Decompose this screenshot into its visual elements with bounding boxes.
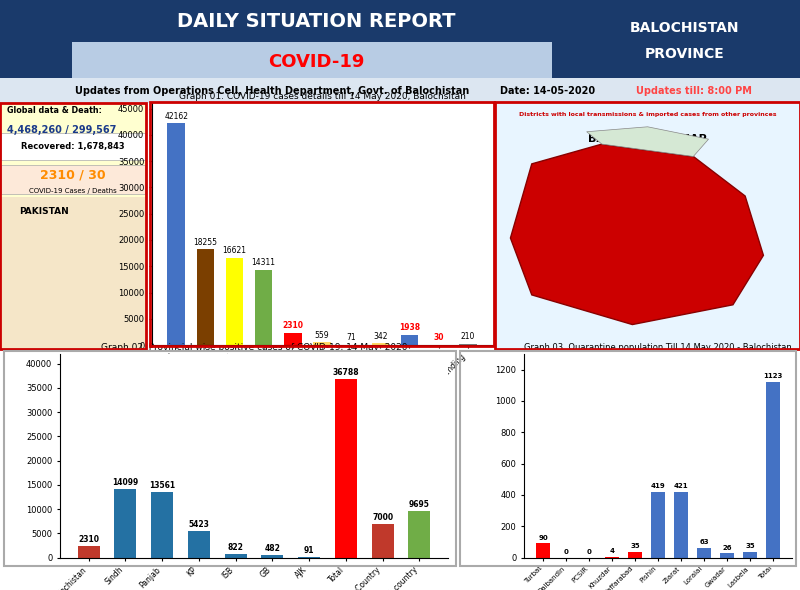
Bar: [114, 489, 137, 558]
Bar: [605, 557, 619, 558]
Bar: [401, 335, 418, 345]
Text: 210: 210: [461, 332, 475, 342]
FancyBboxPatch shape: [72, 42, 552, 80]
Text: 0: 0: [564, 549, 569, 555]
Bar: [766, 382, 780, 558]
Text: 71: 71: [346, 333, 356, 342]
Bar: [743, 552, 757, 558]
Text: Recovered: 1,678,843: Recovered: 1,678,843: [22, 142, 125, 151]
Bar: [197, 249, 214, 345]
Bar: [408, 510, 430, 558]
Text: 30: 30: [434, 333, 444, 342]
Bar: [78, 546, 100, 558]
Text: Global data & Death:: Global data & Death:: [7, 106, 102, 114]
Text: 421: 421: [674, 483, 688, 489]
Bar: [335, 379, 357, 558]
Bar: [371, 343, 389, 345]
Text: 13561: 13561: [149, 481, 175, 490]
Bar: [225, 553, 246, 558]
Text: COVID-19: COVID-19: [268, 53, 364, 71]
Title: Graph 03. Quarantine population Till 14 May 2020 - Balochistan: Graph 03. Quarantine population Till 14 …: [524, 343, 792, 352]
Text: BALOCHISTAN: BALOCHISTAN: [630, 21, 739, 35]
Text: 63: 63: [699, 539, 709, 545]
Text: 2310 / 30: 2310 / 30: [40, 168, 106, 181]
FancyBboxPatch shape: [0, 0, 800, 80]
Bar: [536, 543, 550, 558]
Bar: [371, 524, 394, 558]
Text: DAILY SITUATION REPORT: DAILY SITUATION REPORT: [177, 12, 455, 31]
Text: 1938: 1938: [399, 323, 420, 332]
Text: 559: 559: [314, 330, 330, 340]
Bar: [697, 548, 711, 558]
Text: 36788: 36788: [333, 368, 359, 378]
FancyBboxPatch shape: [2, 133, 145, 160]
Text: 42162: 42162: [164, 112, 188, 121]
Text: 0: 0: [586, 549, 591, 555]
Text: 14311: 14311: [252, 258, 276, 267]
Text: 90: 90: [538, 535, 548, 540]
Text: 342: 342: [373, 332, 387, 340]
Text: 4,468,260 / 299,567: 4,468,260 / 299,567: [7, 126, 117, 135]
Bar: [628, 552, 642, 558]
Text: 419: 419: [650, 483, 666, 489]
Text: 482: 482: [265, 545, 280, 553]
Text: 5423: 5423: [189, 520, 210, 529]
Bar: [284, 333, 302, 345]
Text: 35: 35: [745, 543, 754, 549]
Text: 91: 91: [304, 546, 314, 555]
Text: Updates from Operations Cell, Health Department, Govt. of Balochistan: Updates from Operations Cell, Health Dep…: [75, 86, 469, 96]
Text: 26: 26: [722, 545, 732, 550]
Bar: [262, 555, 283, 558]
Bar: [167, 123, 185, 345]
Bar: [674, 491, 688, 558]
Bar: [188, 531, 210, 558]
Polygon shape: [586, 127, 709, 156]
Polygon shape: [510, 144, 763, 324]
Text: 2310: 2310: [282, 322, 303, 330]
Text: 35: 35: [630, 543, 640, 549]
Text: 822: 822: [228, 543, 243, 552]
FancyBboxPatch shape: [495, 102, 800, 349]
Text: PAKISTAN: PAKISTAN: [19, 207, 69, 216]
Text: COVID-19 Cases / Deaths: COVID-19 Cases / Deaths: [30, 188, 117, 194]
Text: 9695: 9695: [409, 500, 430, 509]
FancyBboxPatch shape: [0, 78, 800, 103]
Bar: [459, 344, 477, 345]
Text: 2310: 2310: [78, 535, 99, 545]
Text: 16621: 16621: [222, 246, 246, 255]
FancyBboxPatch shape: [0, 196, 146, 349]
Text: Updates till: 8:00 PM: Updates till: 8:00 PM: [636, 86, 752, 96]
FancyBboxPatch shape: [0, 103, 146, 196]
Bar: [720, 553, 734, 558]
Title: Graph 02. Provincial wise positive cases of COVID-19, 14 May  2020: Graph 02. Provincial wise positive cases…: [101, 343, 407, 352]
Text: PROVINCE: PROVINCE: [645, 47, 725, 61]
FancyBboxPatch shape: [2, 165, 145, 194]
Text: BALOCHISTAN MAP: BALOCHISTAN MAP: [588, 134, 707, 144]
Text: 1123: 1123: [763, 373, 782, 379]
Text: 14099: 14099: [112, 478, 138, 487]
Title: Graph 01. COVID-19 cases details till 14 May 2020, Balochsitan: Graph 01. COVID-19 cases details till 14…: [178, 92, 466, 101]
Bar: [151, 492, 173, 558]
Text: Districts with local transmissions & imported cases from other provinces: Districts with local transmissions & imp…: [519, 112, 776, 117]
Text: 18255: 18255: [194, 238, 218, 247]
Text: 4: 4: [610, 548, 614, 554]
Text: Date: 14-05-2020: Date: 14-05-2020: [500, 86, 595, 96]
Bar: [651, 492, 665, 558]
Bar: [255, 270, 273, 345]
Bar: [314, 342, 330, 345]
Text: 7000: 7000: [372, 513, 393, 522]
Bar: [226, 258, 243, 345]
